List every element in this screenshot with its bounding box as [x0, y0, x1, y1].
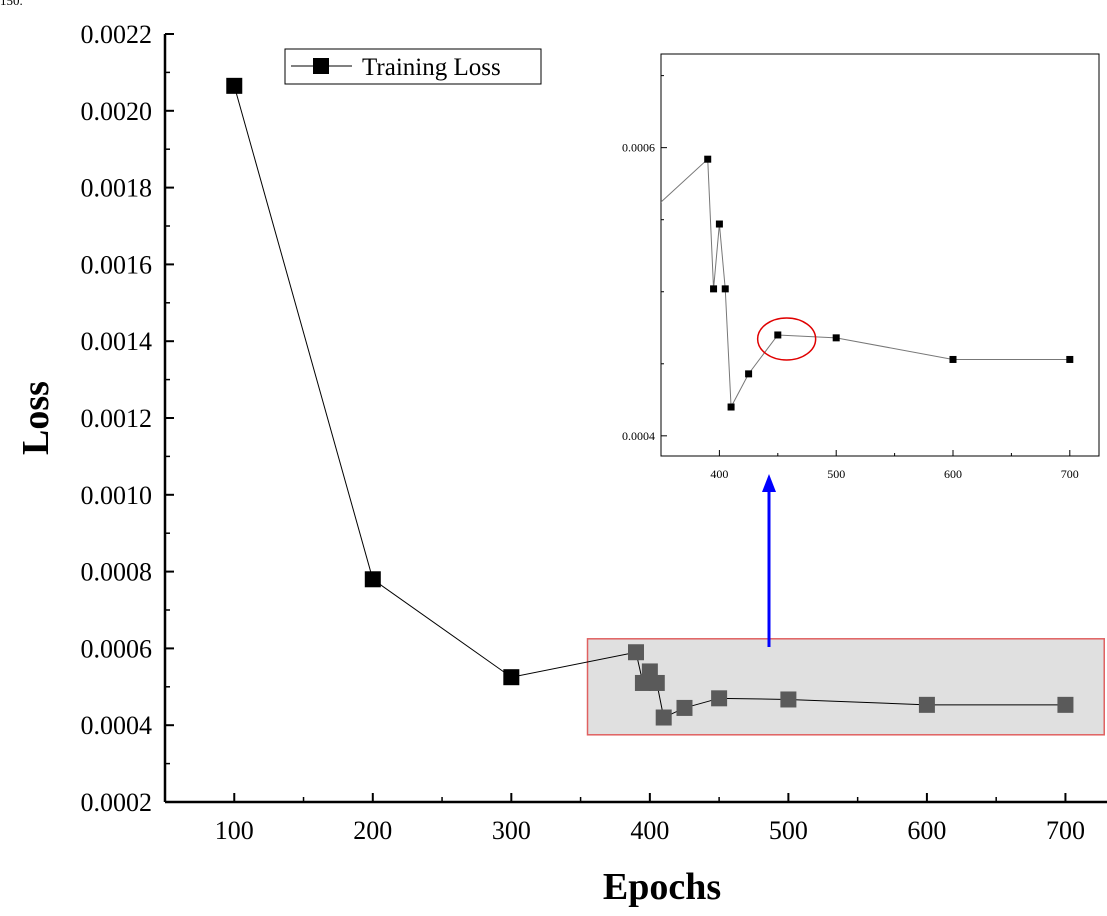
data-point — [655, 709, 672, 726]
y-tick-label: 0.0012 — [81, 404, 153, 433]
y-tick-label: 0.0018 — [81, 174, 153, 203]
y-tick-label: 0.0016 — [81, 250, 153, 279]
y-tick-label: 0.0022 — [81, 20, 153, 49]
y-tick-label: 0.0014 — [81, 327, 153, 356]
inset-data-point — [949, 355, 957, 363]
y-tick-label: 0.0002 — [81, 788, 153, 817]
zoom-region-rect — [586, 638, 1105, 736]
y-tick-label: 0.0008 — [81, 558, 153, 587]
data-point — [780, 691, 797, 708]
corner-label: 150. — [0, 0, 23, 8]
y-tick-label: 0.0010 — [81, 481, 153, 510]
y-axis-title: Loss — [15, 381, 57, 455]
data-point — [628, 644, 644, 661]
x-tick-label: 100 — [215, 816, 254, 845]
inset-x-tick-label: 700 — [1061, 467, 1079, 481]
inset-data-point — [721, 285, 729, 293]
x-axis-title: Epochs — [603, 866, 721, 908]
data-point — [503, 669, 520, 686]
inset-chart: 0.0004 0.0006 400 500 600 700 — [622, 53, 1100, 481]
inset-data-point — [710, 285, 718, 293]
data-point — [648, 674, 665, 691]
inset-frame — [660, 53, 1100, 457]
legend: Training Loss — [284, 48, 542, 85]
legend-marker — [313, 58, 329, 74]
y-tick-label: 0.0020 — [81, 97, 153, 126]
legend-label: Training Loss — [362, 54, 501, 81]
inset-data-point — [727, 403, 735, 411]
x-tick-label: 400 — [630, 816, 669, 845]
data-point — [918, 696, 935, 713]
data-point — [711, 690, 728, 707]
inset-data-point — [704, 155, 712, 163]
x-tick-label: 600 — [907, 816, 946, 845]
inset-data-point — [715, 220, 723, 228]
data-point — [676, 699, 693, 716]
data-point — [226, 77, 243, 94]
data-point — [1057, 696, 1074, 713]
y-tick-label: 0.0006 — [81, 634, 153, 663]
arrow-head — [762, 474, 776, 492]
inset-data-point — [774, 331, 782, 339]
y-tick-label: 0.0004 — [81, 711, 153, 740]
inset-x-tick-label: 600 — [944, 467, 962, 481]
zoom-arrow — [762, 474, 776, 647]
inset-x-tick-label: 400 — [710, 467, 728, 481]
inset-y-tick-label: 0.0004 — [622, 429, 655, 443]
inset-y-tick-label: 0.0006 — [622, 141, 655, 155]
x-tick-label: 700 — [1046, 816, 1085, 845]
x-tick-label: 300 — [492, 816, 531, 845]
highlight-ellipse — [756, 317, 817, 361]
inset-data-point — [1066, 355, 1074, 363]
inset-x-tick-label: 500 — [827, 467, 845, 481]
inset-data-point — [832, 334, 840, 342]
x-tick-label: 200 — [353, 816, 392, 845]
data-point — [364, 571, 381, 588]
x-tick-label: 500 — [769, 816, 808, 845]
inset-data-point — [745, 370, 753, 378]
